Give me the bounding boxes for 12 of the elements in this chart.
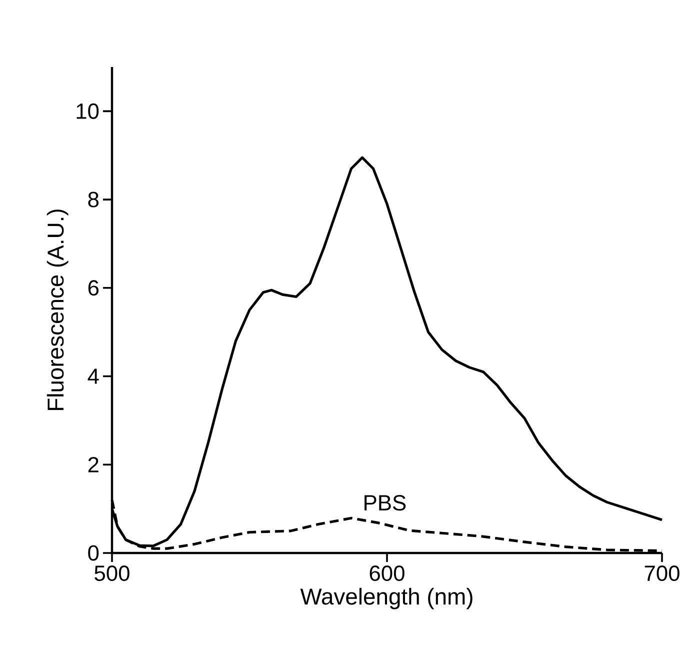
y-tick-label: 8 <box>88 192 99 208</box>
x-tick-label: 500 <box>94 566 130 582</box>
y-tick-label: 2 <box>88 456 98 472</box>
y-tick-label: 6 <box>88 280 99 296</box>
series-label: PBS <box>364 495 406 511</box>
x-tick-label: 600 <box>370 566 404 582</box>
x-axis-title: Wavelength (nm) <box>300 588 472 610</box>
y-tick-label: 0 <box>88 545 99 561</box>
y-tick-label: 4 <box>88 368 99 384</box>
y-axis-title: Fluorescence (A.U.) <box>46 210 68 410</box>
x-tick-label: 700 <box>644 566 680 582</box>
y-tick-label: 10 <box>76 103 99 119</box>
